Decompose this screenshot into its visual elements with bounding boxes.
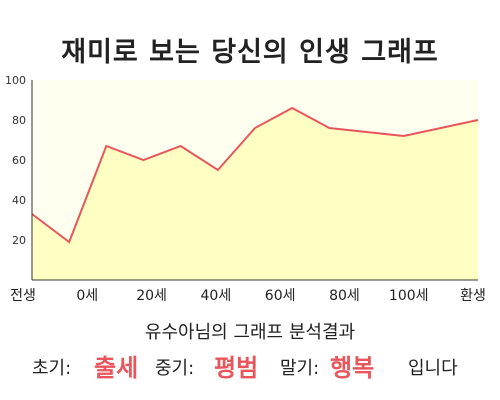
late-value: 행복 — [330, 354, 375, 382]
y-tick-label: 20 — [12, 234, 26, 247]
analysis-subtitle: 유수아님의 그래프 분석결과 — [144, 322, 356, 343]
series-line — [31, 106, 479, 244]
early-value: 출세 — [94, 354, 139, 382]
mid-label: 중기: — [155, 358, 195, 379]
x-tick-label: 40세 — [201, 288, 232, 304]
y-tick-label: 100 — [5, 74, 26, 87]
x-tick-labels: 전생 0세 20세 40세 60세 80세 100세 환생 — [10, 288, 486, 304]
y-tick-label: 60 — [12, 154, 26, 167]
x-tick-label: 20세 — [136, 288, 167, 304]
early-label: 초기: — [32, 358, 72, 379]
x-tick-label: 전생 — [10, 288, 36, 304]
result-suffix: 입니다 — [408, 358, 458, 379]
x-tick-label: 0세 — [76, 288, 98, 304]
mid-value: 평범 — [214, 354, 259, 382]
x-tick-label: 80세 — [329, 288, 360, 304]
area-fill — [32, 108, 478, 280]
x-tick-label: 60세 — [265, 288, 296, 304]
y-tick-labels: 20 40 60 80 100 — [5, 74, 26, 247]
y-tick-label: 80 — [12, 114, 26, 127]
page-title: 재미로 보는 당신의 인생 그래프 — [61, 37, 439, 68]
x-tick-label: 환생 — [460, 288, 486, 304]
late-label: 말기: — [280, 358, 320, 379]
x-tick-label: 100세 — [389, 288, 429, 304]
y-tick-label: 40 — [12, 194, 26, 207]
